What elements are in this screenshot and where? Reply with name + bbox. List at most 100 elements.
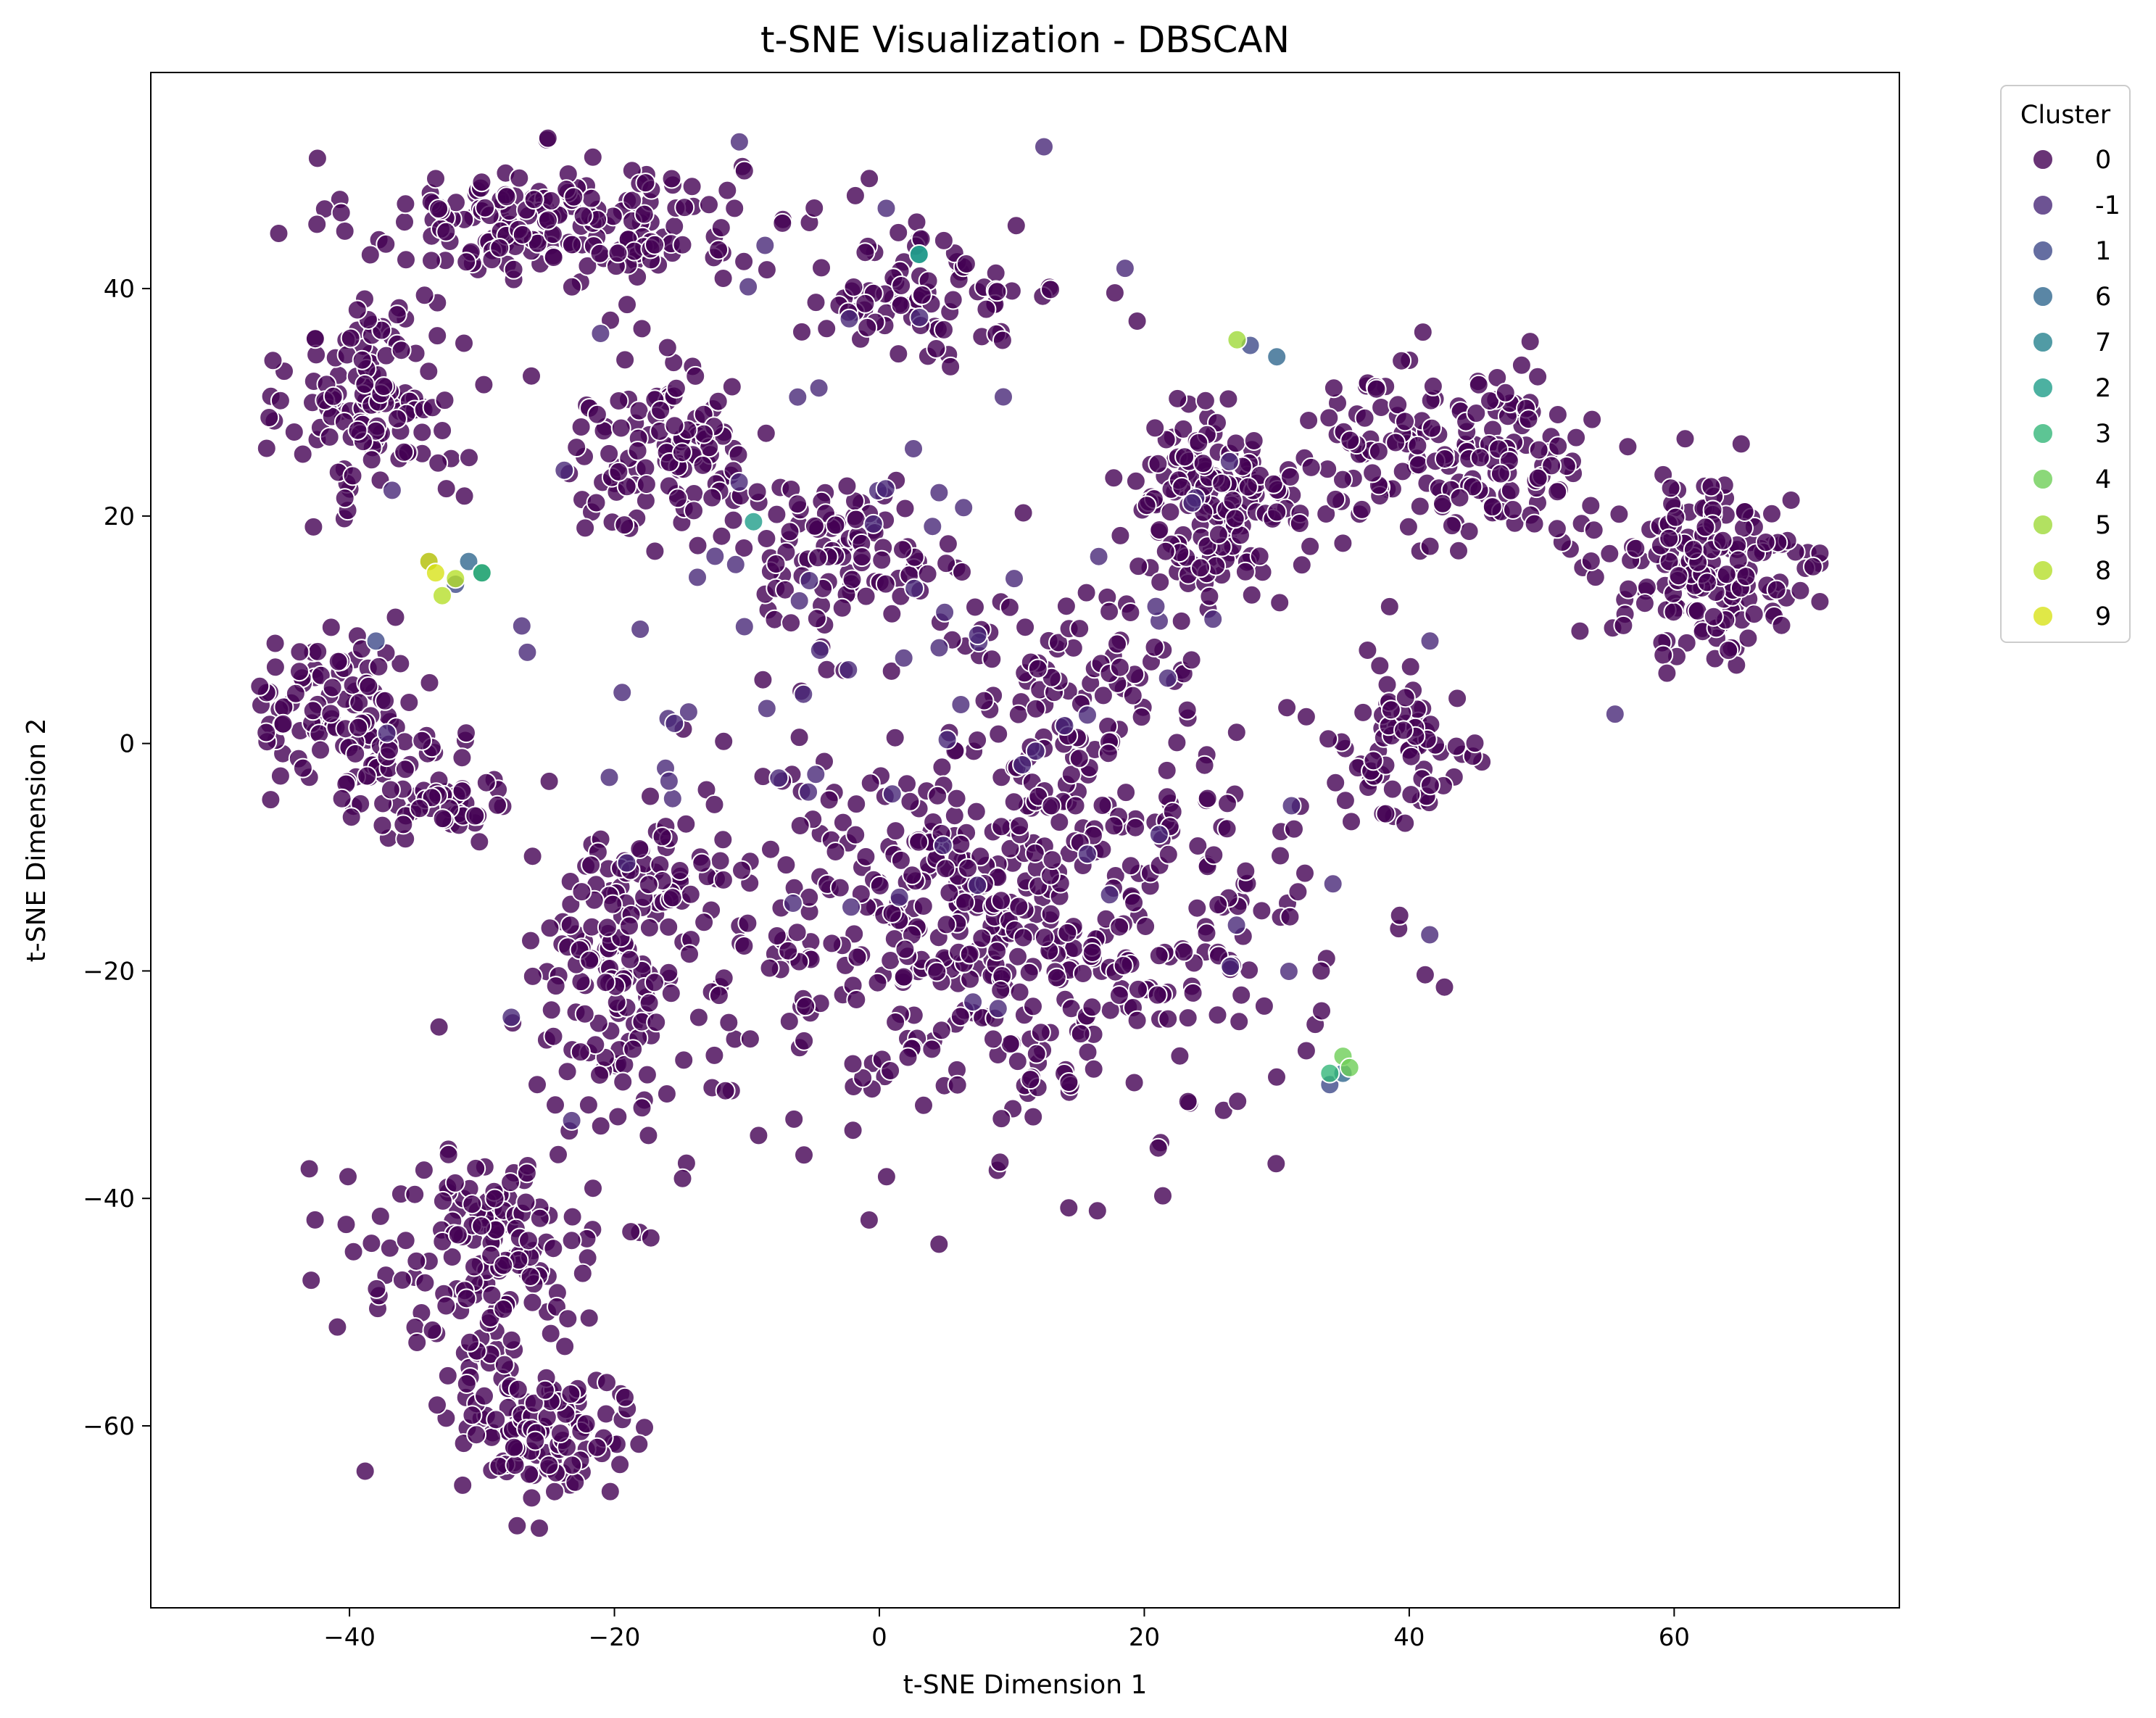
data-point-cluster--1 bbox=[838, 660, 859, 680]
data-point-cluster-0 bbox=[519, 1464, 540, 1485]
data-point-cluster-0 bbox=[1703, 606, 1724, 627]
data-point-cluster-0 bbox=[1790, 580, 1811, 601]
data-point-cluster-0 bbox=[1408, 455, 1429, 476]
data-point-cluster-0 bbox=[518, 1230, 539, 1251]
data-point-cluster-0 bbox=[1659, 551, 1680, 572]
data-point-cluster-0 bbox=[991, 816, 1012, 837]
data-point-cluster-0 bbox=[539, 918, 560, 939]
data-point-cluster-0 bbox=[1354, 407, 1375, 428]
data-point-cluster-0 bbox=[441, 1247, 463, 1267]
data-point-cluster-0 bbox=[622, 190, 643, 211]
data-point-cluster--1 bbox=[590, 323, 611, 344]
data-point-cluster-0 bbox=[428, 199, 449, 220]
data-point-cluster-0 bbox=[717, 180, 738, 201]
data-point-cluster--1 bbox=[1182, 492, 1203, 513]
data-point-cluster-0 bbox=[571, 971, 592, 992]
data-point-cluster-0 bbox=[629, 400, 650, 421]
data-point-cluster-0 bbox=[694, 912, 715, 933]
data-point-cluster-0 bbox=[452, 1474, 473, 1495]
data-point-cluster-0 bbox=[1181, 650, 1202, 671]
data-point-cluster-0 bbox=[842, 569, 863, 590]
data-point-cluster-0 bbox=[615, 1387, 635, 1408]
data-point-cluster-0 bbox=[944, 805, 965, 826]
data-point-cluster-0 bbox=[660, 983, 681, 1004]
data-point-cluster-0 bbox=[331, 202, 352, 223]
data-point-cluster-0 bbox=[390, 653, 411, 674]
data-point-cluster-0 bbox=[522, 966, 543, 987]
data-point-cluster-0 bbox=[1087, 1200, 1108, 1221]
data-point-cluster-0 bbox=[521, 1487, 542, 1509]
data-point-cluster-0 bbox=[391, 1269, 412, 1290]
data-point-cluster-0 bbox=[1546, 518, 1567, 539]
data-point-cluster-0 bbox=[523, 189, 544, 210]
data-point-cluster-0 bbox=[926, 961, 948, 982]
data-point-cluster-0 bbox=[1249, 546, 1270, 567]
data-point-cluster-0 bbox=[846, 794, 867, 815]
data-point-cluster-0 bbox=[1464, 733, 1485, 754]
data-point-cluster-0 bbox=[950, 834, 971, 855]
data-point-cluster-0 bbox=[438, 1144, 459, 1165]
data-point-cluster-0 bbox=[843, 277, 864, 297]
data-point-cluster-0 bbox=[734, 538, 755, 558]
data-point-cluster-0 bbox=[589, 1065, 610, 1085]
data-point-cluster-0 bbox=[680, 884, 701, 905]
data-point-cluster-0 bbox=[1459, 521, 1480, 541]
data-point-cluster-0 bbox=[913, 896, 934, 916]
data-point-cluster-0 bbox=[846, 989, 867, 1010]
data-point-cluster-0 bbox=[412, 422, 433, 443]
data-point-cluster-0 bbox=[304, 1209, 326, 1230]
data-point-cluster-0 bbox=[1527, 366, 1548, 387]
data-point-cluster-0 bbox=[747, 481, 768, 502]
legend-label-8: 8 bbox=[2095, 557, 2111, 586]
data-point-cluster-0 bbox=[1107, 634, 1127, 655]
data-point-cluster-0 bbox=[656, 1084, 677, 1104]
data-point-cluster-0 bbox=[1110, 525, 1131, 546]
data-point-cluster-0 bbox=[668, 488, 688, 509]
data-point-cluster-0 bbox=[805, 292, 826, 313]
data-point-cluster-0 bbox=[283, 422, 304, 442]
data-point-cluster-0 bbox=[1291, 555, 1312, 576]
data-point-cluster--1 bbox=[863, 513, 884, 534]
data-point-cluster-0 bbox=[764, 609, 785, 630]
x-tick-label: −40 bbox=[323, 1623, 376, 1652]
data-point-cluster-0 bbox=[991, 1108, 1012, 1129]
legend-label-1: 1 bbox=[2095, 237, 2111, 266]
data-point-cluster-0 bbox=[371, 320, 392, 341]
data-point-cluster-0 bbox=[428, 1016, 449, 1037]
data-point-cluster-0 bbox=[987, 941, 1008, 962]
data-point-cluster-0 bbox=[464, 1256, 484, 1277]
data-point-cluster-0 bbox=[270, 765, 291, 787]
data-point-cluster-0 bbox=[847, 947, 868, 968]
data-point-cluster-0 bbox=[859, 168, 880, 189]
data-point-cluster-0 bbox=[1566, 427, 1587, 448]
data-point-cluster-0 bbox=[486, 1409, 507, 1430]
data-point-cluster-0 bbox=[347, 420, 368, 441]
data-point-cluster-0 bbox=[345, 743, 366, 764]
data-point-cluster-0 bbox=[385, 607, 406, 628]
data-point-cluster-0 bbox=[821, 933, 842, 954]
data-point-cluster--1 bbox=[882, 784, 903, 805]
x-tick-label: 40 bbox=[1393, 1623, 1425, 1652]
y-axis-label: t-SNE Dimension 2 bbox=[22, 718, 51, 963]
data-point-cluster-0 bbox=[427, 325, 448, 346]
data-point-cluster-0 bbox=[1109, 916, 1130, 937]
data-point-cluster-0 bbox=[1503, 499, 1523, 520]
legend-label-4: 4 bbox=[2095, 465, 2111, 494]
data-point-cluster-0 bbox=[578, 1095, 599, 1116]
legend-label-7: 7 bbox=[2095, 328, 2111, 357]
data-point-cluster--1 bbox=[782, 893, 803, 913]
data-point-cluster-0 bbox=[1098, 743, 1119, 764]
data-point-cluster-0 bbox=[456, 1374, 477, 1394]
data-point-cluster-0 bbox=[434, 390, 455, 411]
data-point-cluster-0 bbox=[299, 1158, 320, 1179]
data-point-cluster-0 bbox=[721, 376, 742, 397]
data-point-cluster-0 bbox=[560, 915, 581, 936]
legend-marker-0 bbox=[2032, 149, 2054, 170]
data-point-cluster-0 bbox=[1300, 536, 1321, 557]
data-point-cluster-0 bbox=[574, 1003, 595, 1024]
data-point-cluster-1 bbox=[365, 631, 386, 652]
data-point-cluster-0 bbox=[891, 275, 912, 296]
data-point-cluster-0 bbox=[940, 356, 961, 377]
legend-label-3: 3 bbox=[2095, 420, 2111, 449]
